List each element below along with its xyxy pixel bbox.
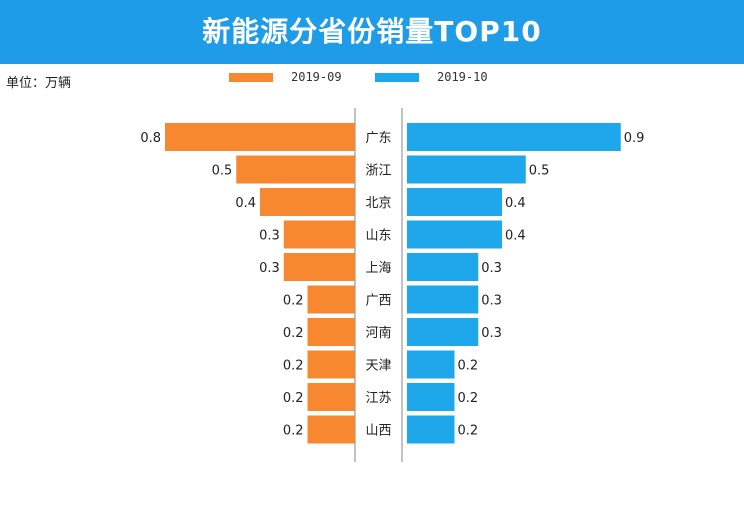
bar-2019-09 [307,350,355,379]
category-label: 北京 [365,196,391,211]
chart-title: 新能源分省份销量TOP10 [202,15,542,48]
value-label-2019-09: 0.2 [283,424,304,439]
bar-2019-09 [283,253,355,281]
legend-label-2019-09: 2019-09 [291,70,342,84]
category-label: 山东 [365,229,391,244]
category-label: 江苏 [365,390,391,406]
category-label: 广西 [365,294,391,309]
bar-2019-09 [307,383,355,411]
legend: 2019-09 2019-10 [0,70,744,90]
bar-2019-10 [407,220,502,249]
value-label-2019-10: 0.2 [458,359,479,374]
value-label-2019-09: 0.2 [283,326,304,341]
bar-2019-09 [307,285,355,314]
category-label: 山西 [365,424,391,439]
value-label-2019-09: 0.2 [283,359,304,374]
legend-label-2019-10: 2019-10 [437,70,488,84]
bar-2019-09 [165,123,355,151]
value-label-2019-09: 0.2 [283,294,304,309]
bar-2019-09 [236,155,355,184]
bar-2019-10 [407,415,455,444]
value-label-2019-09: 0.5 [212,164,233,179]
legend-item-2019-10[interactable]: 2019-10 [375,70,488,84]
value-label-2019-10: 0.2 [458,391,479,406]
bar-2019-09 [307,318,355,346]
bar-2019-10 [407,123,621,151]
bar-2019-10 [407,383,455,411]
bar-2019-10 [407,318,479,346]
value-label-2019-10: 0.3 [481,261,502,276]
value-label-2019-10: 0.3 [481,294,502,309]
unit-label: 单位：万辆 [6,76,72,91]
value-label-2019-09: 0.3 [259,261,280,276]
bar-2019-10 [407,350,455,379]
bar-2019-10 [407,188,502,216]
value-label-2019-09: 0.3 [259,229,280,244]
chart-title-banner: 新能源分省份销量TOP10 [0,0,744,64]
bar-2019-09 [283,220,355,249]
category-label: 天津 [365,359,391,374]
category-label: 上海 [365,261,391,276]
value-label-2019-10: 0.9 [624,131,645,146]
value-label-2019-09: 0.2 [283,391,304,406]
value-label-2019-10: 0.2 [458,424,479,439]
value-label-2019-10: 0.4 [505,196,526,211]
legend-swatch-2019-09 [229,72,273,82]
bar-2019-10 [407,155,526,184]
value-label-2019-10: 0.3 [481,326,502,341]
bar-2019-09 [307,415,355,444]
legend-swatch-2019-10 [375,72,419,82]
category-label: 广东 [365,131,391,146]
value-label-2019-10: 0.4 [505,229,526,244]
bar-2019-09 [260,188,355,216]
bar-2019-10 [407,285,479,314]
category-label: 河南 [365,325,391,341]
value-label-2019-09: 0.4 [235,196,256,211]
value-label-2019-10: 0.5 [529,164,550,179]
value-label-2019-09: 0.8 [140,131,161,146]
bar-2019-10 [407,253,479,281]
legend-item-2019-09[interactable]: 2019-09 [229,70,342,84]
category-label: 浙江 [365,164,391,179]
